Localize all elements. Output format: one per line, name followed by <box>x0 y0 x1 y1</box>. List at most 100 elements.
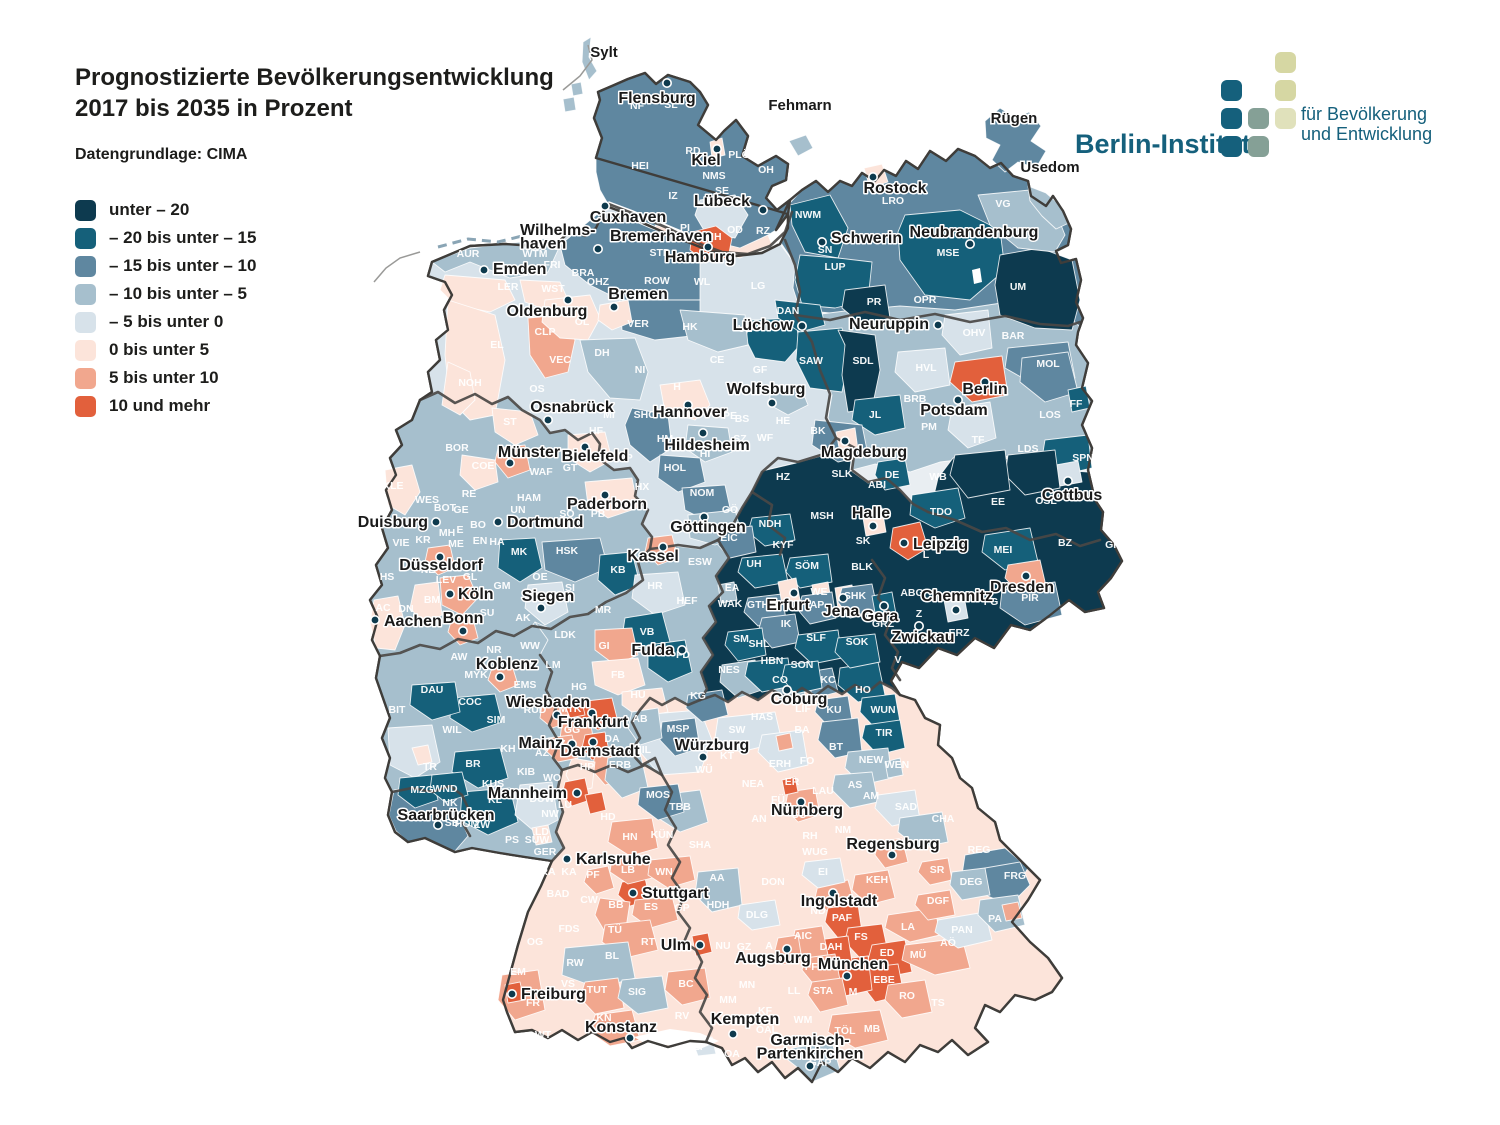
city-marker <box>867 520 878 531</box>
district-code: NOH <box>458 377 481 389</box>
city-label: Fulda <box>631 642 674 659</box>
district-code: KR <box>415 534 431 546</box>
city-label: Hildesheim <box>664 437 749 454</box>
district-code: RV <box>675 1010 689 1022</box>
city-marker <box>457 625 468 636</box>
district-code: LU <box>558 799 572 811</box>
city-label: Bielefeld <box>562 448 629 465</box>
lake-shape <box>972 268 982 284</box>
city-marker <box>478 264 489 275</box>
district-code: HEI <box>631 160 649 172</box>
district-region <box>579 977 625 1015</box>
district-code: FS <box>854 931 867 943</box>
city-label: Aachen <box>384 613 442 630</box>
district-code: SHA <box>689 839 712 851</box>
district-code: HM <box>657 433 674 445</box>
district-code: OHZ <box>587 276 610 288</box>
district-code: RO <box>899 990 915 1002</box>
city-marker <box>886 849 897 860</box>
legend-item: unter – 20 <box>75 196 256 224</box>
district-code: AA <box>709 872 725 884</box>
legend-swatch <box>75 311 96 333</box>
district-code: LDS <box>1018 443 1039 455</box>
city-marker <box>494 671 505 682</box>
district-code: ES <box>644 901 658 913</box>
district-region <box>659 379 711 421</box>
district-code: UE <box>738 323 753 335</box>
district-code: WND <box>432 783 457 795</box>
district-code: WE <box>811 586 828 598</box>
city-label: Göttingen <box>670 519 746 536</box>
island-label: Usedom <box>1020 159 1079 176</box>
city-marker <box>837 592 848 603</box>
district-code: BK <box>810 425 826 437</box>
state-border <box>783 238 802 317</box>
city-label: Halle <box>852 505 890 522</box>
logo-square <box>1275 52 1296 73</box>
district-code: KIB <box>517 766 536 778</box>
district-code: LD <box>535 826 549 838</box>
district-code: MK <box>511 546 528 558</box>
district-code: LG <box>751 280 766 292</box>
city-label: Dortmund <box>507 514 583 531</box>
district-code: HI <box>700 448 711 460</box>
district-code: BR <box>465 758 481 770</box>
district-code: NDH <box>759 518 782 530</box>
district-code: DEG <box>960 876 983 888</box>
district-code: SDL <box>853 355 875 367</box>
city-label: Gera <box>862 608 899 625</box>
district-code: BM <box>424 594 441 606</box>
district-code: AIC <box>794 930 813 942</box>
city-label: Saarbrücken <box>398 807 495 824</box>
district-code: KT <box>720 750 735 762</box>
city-label: Ulm <box>661 937 691 954</box>
city-marker <box>676 644 687 655</box>
district-code: SW <box>729 724 746 736</box>
city-label: Siegen <box>522 588 574 605</box>
district-code: AS <box>848 779 863 791</box>
district-code: FG <box>984 596 999 608</box>
district-code: HAM <box>517 492 541 504</box>
city-marker <box>542 414 553 425</box>
district-code: ESW <box>688 556 712 568</box>
legend-label: – 10 bis unter – 5 <box>109 284 247 303</box>
district-code: SOK <box>846 636 869 648</box>
district-code: SU <box>480 607 495 619</box>
district-code: NEA <box>742 778 765 790</box>
city-label: Düsseldorf <box>399 557 483 574</box>
district-region <box>1027 185 1070 230</box>
island-label: Rügen <box>991 110 1038 127</box>
city-label: Chemnitz <box>921 588 993 605</box>
state-border <box>716 313 838 542</box>
district-code: HAS <box>751 711 773 723</box>
city-marker <box>587 736 598 747</box>
district-code: FDS <box>559 923 580 935</box>
city-marker <box>727 1029 738 1040</box>
district-code: DLG <box>746 909 768 921</box>
country-border <box>368 71 1124 1084</box>
district-region <box>947 401 997 449</box>
berlin-institut-logo: Berlin-Institut für Bevölkerung und Entw… <box>1075 48 1445 159</box>
state-border <box>698 680 902 704</box>
neighbor-coastline <box>562 44 593 91</box>
district-region <box>737 899 781 931</box>
district-code: HVL <box>916 362 938 374</box>
district-region <box>604 751 649 799</box>
district-code: AÖ <box>940 936 956 949</box>
district-code: HS <box>380 571 395 583</box>
district-code: BOR <box>445 442 469 454</box>
district-region <box>369 595 406 651</box>
city-label: Lüchow <box>733 317 794 334</box>
district-code: LER <box>498 281 519 293</box>
district-code: FO <box>800 755 815 767</box>
city-label: Freiburg <box>521 986 586 1003</box>
district-code: ERB <box>609 759 632 771</box>
district-code: WW <box>520 640 540 652</box>
district-region <box>597 551 641 596</box>
district-code: PIR <box>1021 592 1039 604</box>
city-marker <box>492 516 503 527</box>
district-code: WES <box>415 494 439 506</box>
city-label: Hannover <box>653 404 727 421</box>
district-code: VB <box>640 626 655 638</box>
city-label: Darmstadt <box>560 743 640 760</box>
